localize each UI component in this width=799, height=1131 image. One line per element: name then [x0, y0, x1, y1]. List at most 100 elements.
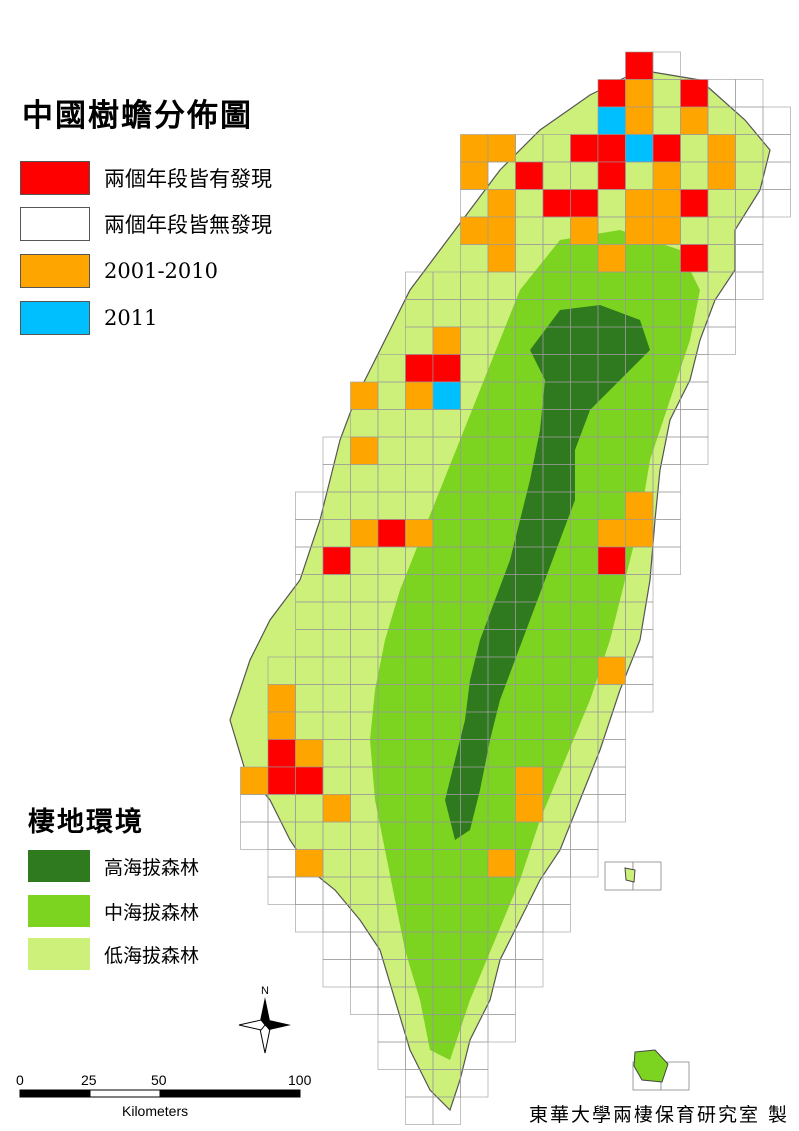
grid-cell — [680, 436, 709, 465]
scale-bar — [19, 1089, 301, 1098]
record-cell — [487, 189, 516, 218]
record-cell — [405, 519, 434, 548]
record-cell — [707, 134, 736, 163]
record-cell — [625, 79, 654, 108]
record-cell — [350, 436, 379, 465]
grid-cell — [487, 1014, 516, 1043]
grid-cell — [322, 959, 351, 988]
legend-label: 兩個年段皆無發現 — [104, 213, 272, 237]
grid-cell — [350, 959, 379, 988]
grid-cell — [267, 849, 296, 878]
record-cell — [652, 216, 681, 245]
habitat-item-low: 低海拔森林 — [28, 938, 199, 970]
record-cell — [707, 161, 736, 190]
record-cell — [570, 216, 599, 245]
record-cell — [625, 189, 654, 218]
grid-cell — [542, 904, 571, 933]
record-cell — [295, 739, 324, 768]
legend-label: 2011 — [104, 306, 158, 330]
grid-cell — [762, 106, 791, 135]
record-cell — [432, 381, 461, 410]
map-title: 中國樹蟾分佈圖 — [22, 98, 253, 134]
record-cell — [322, 794, 351, 823]
grid-cell — [267, 876, 296, 905]
record-cell — [680, 79, 709, 108]
record-cell — [597, 244, 626, 273]
record-cell — [597, 79, 626, 108]
record-cell — [625, 51, 654, 80]
grid-cell — [652, 519, 681, 548]
record-cell — [597, 161, 626, 190]
scale-tick: 25 — [81, 1072, 97, 1088]
grid-cell — [377, 1041, 406, 1070]
grid-cell — [597, 794, 626, 823]
grid-cell — [597, 766, 626, 795]
record-cell — [625, 106, 654, 135]
record-cell — [405, 354, 434, 383]
grid-cell — [632, 861, 662, 891]
legend-swatch — [20, 161, 90, 195]
record-cell — [460, 134, 489, 163]
grid-cell — [762, 189, 791, 218]
grid-cell — [295, 491, 324, 520]
record-cell — [652, 189, 681, 218]
grid-cell — [295, 904, 324, 933]
record-cell — [487, 849, 516, 878]
legend-swatch — [28, 895, 90, 927]
record-cell — [515, 794, 544, 823]
record-cell — [597, 106, 626, 135]
grid-cell — [515, 959, 544, 988]
grid-cell — [680, 409, 709, 438]
record-cell — [350, 381, 379, 410]
grid-cell — [460, 1069, 489, 1098]
record-cell — [240, 766, 269, 795]
legend-item-2011: 2011 — [20, 301, 157, 335]
grid-cell — [295, 876, 324, 905]
grid-cell — [240, 794, 269, 823]
scale-tick: 0 — [16, 1072, 24, 1088]
scale-unit: Kilometers — [122, 1103, 189, 1119]
mid-elevation-area — [370, 230, 700, 1060]
record-cell — [322, 546, 351, 575]
offshore-islands — [604, 861, 690, 1091]
legend-swatch — [20, 207, 90, 241]
record-cell — [295, 849, 324, 878]
grid-cell — [707, 326, 736, 355]
grid-cell — [432, 1096, 461, 1125]
record-cell — [432, 326, 461, 355]
record-cell — [295, 766, 324, 795]
record-cell — [350, 519, 379, 548]
record-cell — [515, 161, 544, 190]
grid-cell — [625, 684, 654, 713]
record-cell — [487, 244, 516, 273]
legend-label: 高海拔森林 — [104, 856, 200, 879]
legend-label: 低海拔森林 — [104, 944, 200, 967]
record-cell — [460, 216, 489, 245]
grid-cell — [735, 244, 764, 273]
record-cell — [460, 161, 489, 190]
record-cell — [652, 134, 681, 163]
legend-item-2001-2010: 2001-2010 — [20, 254, 218, 288]
grid-cell — [405, 1096, 434, 1125]
legend-label: 兩個年段皆有發現 — [104, 167, 272, 191]
legend-swatch — [28, 850, 90, 882]
record-cell — [680, 189, 709, 218]
record-cell — [405, 381, 434, 410]
grid-cell — [515, 931, 544, 960]
record-cell — [597, 519, 626, 548]
grid-cell — [350, 986, 379, 1015]
record-cell — [267, 711, 296, 740]
record-cell — [267, 739, 296, 768]
grid-cell — [735, 79, 764, 108]
scale-tick: 50 — [151, 1072, 167, 1088]
habitat-item-high: 高海拔森林 — [28, 850, 199, 882]
credit-text: 東華大學兩棲保育研究室 製 — [528, 1104, 789, 1126]
record-cell — [515, 766, 544, 795]
record-cell — [680, 244, 709, 273]
record-cell — [487, 216, 516, 245]
grid-cell — [652, 546, 681, 575]
record-cell — [680, 106, 709, 135]
north-arrow-icon — [238, 997, 291, 1054]
green-island — [624, 867, 636, 883]
